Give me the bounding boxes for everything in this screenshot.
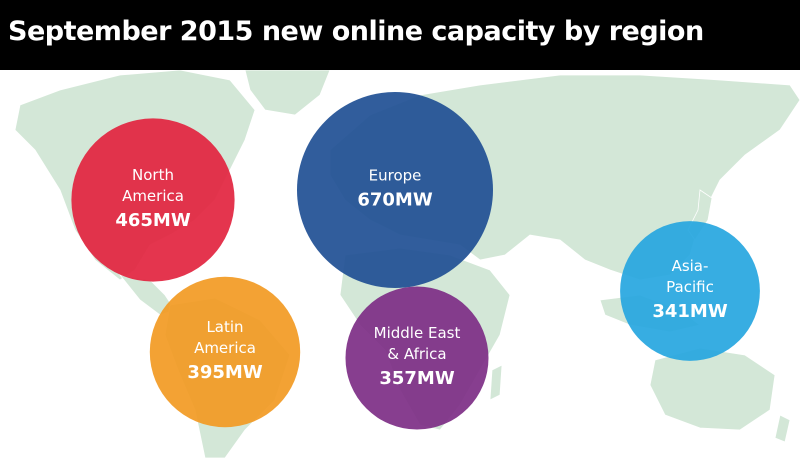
- value-label: 465MW: [115, 210, 190, 231]
- region-label: Latin: [206, 318, 243, 336]
- map-new-zealand: [774, 414, 791, 443]
- bubble-group: Europe 670MW: [297, 92, 493, 288]
- region-label: Asia-: [672, 257, 709, 275]
- bubble: [620, 221, 760, 361]
- bubble: [149, 276, 301, 428]
- map-madagascar: [489, 364, 503, 401]
- bubble: [71, 118, 235, 282]
- value-label: 395MW: [187, 362, 262, 383]
- region-label: North: [132, 166, 174, 184]
- bubble-group: Middle East & Africa 357MW: [345, 286, 489, 430]
- map-greenland: [244, 70, 331, 116]
- value-label: 670MW: [357, 190, 432, 211]
- chart-title: September 2015 new online capacity by re…: [8, 16, 704, 47]
- region-label: America: [194, 339, 256, 357]
- region-label: Middle East: [374, 324, 461, 342]
- title-bar: September 2015 new online capacity by re…: [0, 0, 800, 70]
- bubble-group: North America 465MW: [71, 118, 235, 282]
- value-label: 341MW: [652, 301, 727, 322]
- bubble: [345, 286, 489, 430]
- bubble: [297, 92, 493, 288]
- bubble-group: Latin America 395MW: [149, 276, 301, 428]
- region-label: Pacific: [666, 278, 714, 296]
- bubble-group: Asia- Pacific 341MW: [620, 221, 760, 361]
- region-label: & Africa: [387, 345, 446, 363]
- region-label: Europe: [369, 167, 422, 185]
- value-label: 357MW: [379, 368, 454, 389]
- region-label: America: [122, 187, 184, 205]
